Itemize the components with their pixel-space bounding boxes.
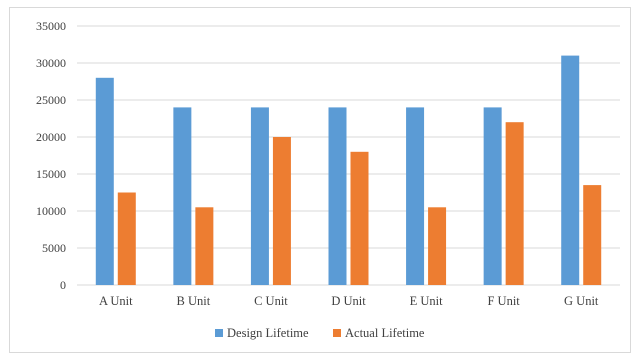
x-category-label: F Unit [487,294,520,308]
legend-swatch-0 [215,329,223,337]
y-tick-label: 25000 [36,93,66,107]
x-category-label: B Unit [177,294,211,308]
bar-actual-b-unit [195,207,214,285]
bar-actual-e-unit [428,207,447,285]
y-tick-label: 10000 [36,204,66,218]
legend-label-1: Actual Lifetime [345,326,425,340]
bar-design-b-unit [173,107,192,286]
x-category-label: G Unit [564,294,599,308]
y-tick-label: 35000 [36,19,66,33]
bar-design-d-unit [328,107,347,286]
bar-actual-c-unit [272,137,291,285]
legend-label-0: Design Lifetime [227,326,309,340]
y-tick-label: 30000 [36,56,66,70]
x-category-label: D Unit [331,294,366,308]
bar-actual-d-unit [350,151,369,285]
legend-swatch-1 [333,329,341,337]
bar-actual-g-unit [583,185,602,285]
bar-design-e-unit [406,107,425,286]
x-category-label: E Unit [410,294,444,308]
bar-actual-f-unit [505,122,524,285]
x-category-label: C Unit [254,294,288,308]
y-tick-label: 0 [60,278,66,292]
bar-design-g-unit [561,55,580,285]
y-tick-label: 20000 [36,130,66,144]
bar-design-f-unit [483,107,502,286]
bar-design-c-unit [250,107,269,286]
y-tick-label: 5000 [42,241,66,255]
x-category-label: A Unit [99,294,133,308]
bar-actual-a-unit [117,192,136,285]
bar-design-a-unit [95,77,114,285]
y-tick-label: 15000 [36,167,66,181]
